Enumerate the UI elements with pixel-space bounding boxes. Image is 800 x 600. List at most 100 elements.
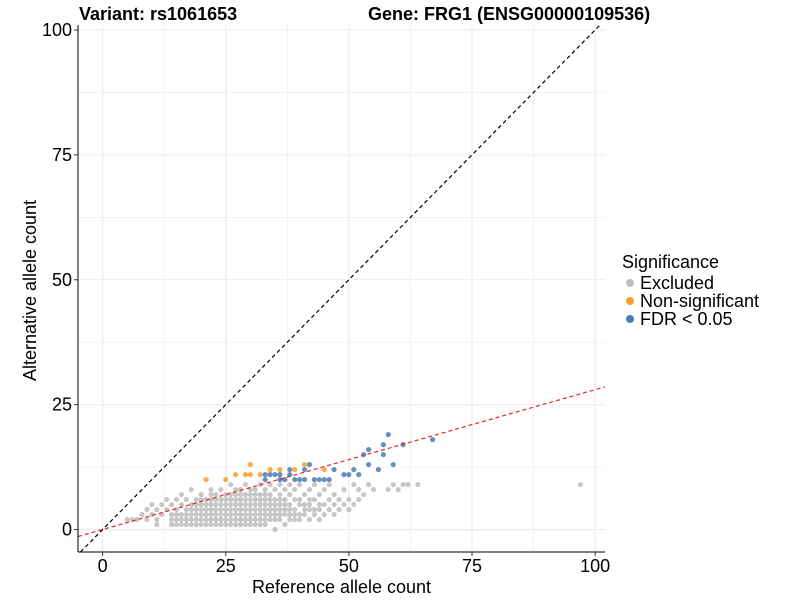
point-excluded-32 bbox=[183, 506, 189, 513]
point-excluded-177 bbox=[282, 496, 288, 503]
point-excluded-10 bbox=[154, 506, 160, 513]
point-excluded-131 bbox=[252, 506, 258, 513]
point-excluded-96 bbox=[233, 521, 239, 528]
point-excluded-113 bbox=[242, 516, 249, 523]
point-excluded-150 bbox=[262, 491, 268, 498]
point-excluded-210 bbox=[316, 501, 322, 508]
point-excluded-214 bbox=[321, 486, 327, 493]
point-excluded-201 bbox=[306, 501, 313, 508]
point-excluded-231 bbox=[361, 491, 367, 498]
point-excluded-229 bbox=[356, 496, 362, 503]
point-excluded-175 bbox=[282, 506, 288, 513]
point-excluded-95 bbox=[228, 481, 234, 488]
point-excluded-207 bbox=[311, 481, 318, 488]
point-excluded-218 bbox=[331, 511, 337, 518]
point-excluded-84 bbox=[223, 506, 229, 513]
point-excluded-20 bbox=[173, 516, 180, 523]
point-excluded-5 bbox=[144, 506, 150, 513]
point-excluded-153 bbox=[267, 511, 273, 518]
point-excluded-145 bbox=[262, 516, 268, 523]
point-excluded-198 bbox=[301, 491, 308, 498]
point-fdr-0-05-26 bbox=[375, 466, 382, 473]
point-excluded-3 bbox=[139, 511, 145, 518]
point-excluded-18 bbox=[168, 501, 175, 508]
point-excluded-169 bbox=[277, 501, 283, 508]
point-fdr-0-05-32 bbox=[430, 437, 436, 443]
point-excluded-185 bbox=[292, 516, 298, 523]
legend-swatch-excluded bbox=[626, 279, 634, 287]
point-excluded-77 bbox=[218, 506, 224, 513]
point-fdr-0-05-8 bbox=[287, 466, 293, 473]
point-excluded-42 bbox=[193, 511, 199, 518]
point-excluded-186 bbox=[292, 511, 298, 518]
point-excluded-236 bbox=[395, 486, 401, 493]
point-excluded-174 bbox=[282, 511, 288, 518]
point-excluded-166 bbox=[277, 516, 283, 523]
point-excluded-240 bbox=[577, 481, 583, 488]
point-excluded-71 bbox=[213, 501, 219, 508]
x-tick-label-50: 50 bbox=[339, 556, 359, 576]
point-non-significant-8 bbox=[277, 466, 283, 473]
point-excluded-212 bbox=[321, 511, 327, 518]
point-excluded-178 bbox=[282, 486, 288, 493]
point-non-significant-11 bbox=[321, 466, 327, 473]
point-excluded-74 bbox=[218, 521, 224, 528]
point-non-significant-4 bbox=[247, 461, 253, 468]
legend-item-fdr: FDR < 0.05 bbox=[622, 308, 759, 329]
point-excluded-55 bbox=[203, 511, 209, 518]
point-excluded-15 bbox=[168, 521, 175, 528]
point-excluded-160 bbox=[272, 516, 278, 523]
point-excluded-0 bbox=[124, 516, 130, 523]
point-excluded-81 bbox=[223, 521, 229, 528]
legend: Significance Excluded Non-significant FD… bbox=[622, 252, 759, 329]
x-axis-title: Reference allele count bbox=[252, 577, 431, 597]
point-excluded-12 bbox=[159, 501, 165, 508]
point-excluded-144 bbox=[262, 521, 268, 528]
point-excluded-138 bbox=[257, 511, 263, 518]
point-fdr-0-05-22 bbox=[356, 471, 362, 478]
point-excluded-180 bbox=[287, 511, 293, 518]
point-excluded-223 bbox=[341, 501, 347, 508]
point-excluded-37 bbox=[188, 506, 194, 513]
point-excluded-200 bbox=[306, 506, 313, 513]
point-excluded-78 bbox=[218, 501, 224, 508]
point-excluded-157 bbox=[267, 491, 273, 498]
point-excluded-230 bbox=[356, 486, 362, 493]
point-excluded-103 bbox=[233, 486, 239, 493]
legend-title: Significance bbox=[622, 252, 720, 272]
point-excluded-62 bbox=[208, 506, 214, 513]
point-excluded-19 bbox=[173, 521, 180, 528]
point-excluded-76 bbox=[218, 511, 224, 518]
point-excluded-161 bbox=[272, 511, 278, 518]
point-excluded-98 bbox=[233, 511, 239, 518]
point-excluded-239 bbox=[415, 481, 421, 488]
point-excluded-64 bbox=[208, 496, 214, 503]
point-excluded-94 bbox=[228, 491, 234, 498]
point-excluded-47 bbox=[198, 516, 204, 523]
point-excluded-80 bbox=[218, 486, 224, 493]
point-excluded-189 bbox=[292, 486, 298, 493]
point-excluded-129 bbox=[252, 516, 258, 523]
point-excluded-228 bbox=[351, 481, 357, 488]
point-fdr-0-05-9 bbox=[292, 476, 298, 483]
point-excluded-220 bbox=[331, 491, 337, 498]
point-excluded-190 bbox=[297, 516, 303, 523]
point-excluded-132 bbox=[252, 501, 258, 508]
point-fdr-0-05-27 bbox=[380, 451, 386, 458]
point-excluded-176 bbox=[282, 501, 288, 508]
point-excluded-139 bbox=[257, 506, 263, 513]
point-excluded-67 bbox=[213, 521, 219, 528]
legend-label-fdr: FDR < 0.05 bbox=[640, 308, 733, 329]
point-excluded-211 bbox=[316, 491, 322, 498]
point-fdr-0-05-12 bbox=[301, 466, 308, 473]
point-excluded-70 bbox=[213, 506, 219, 513]
point-excluded-56 bbox=[203, 506, 209, 513]
point-excluded-36 bbox=[188, 511, 194, 518]
point-excluded-179 bbox=[287, 516, 293, 523]
point-excluded-50 bbox=[198, 501, 204, 508]
point-excluded-83 bbox=[223, 511, 229, 518]
point-excluded-170 bbox=[277, 496, 283, 503]
x-tick-label-100: 100 bbox=[580, 556, 610, 576]
point-fdr-0-05-19 bbox=[341, 471, 347, 478]
point-fdr-0-05-10 bbox=[297, 476, 303, 483]
